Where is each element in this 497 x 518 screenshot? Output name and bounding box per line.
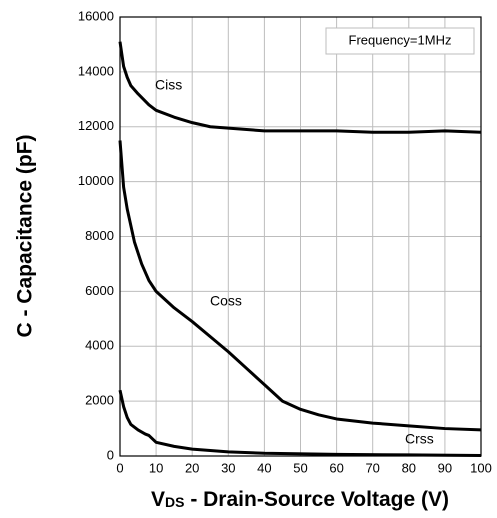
y-tick-label: 12000 bbox=[78, 118, 114, 133]
series-label: Coss bbox=[210, 293, 242, 309]
y-tick-label: 8000 bbox=[85, 228, 114, 243]
series-line bbox=[118, 140, 482, 432]
x-axis-label-part: V bbox=[151, 488, 165, 511]
y-tick-label: 0 bbox=[107, 447, 114, 462]
x-tick-label: 70 bbox=[365, 460, 379, 475]
y-tick-label: 16000 bbox=[78, 8, 114, 23]
x-tick-label: 100 bbox=[470, 460, 492, 475]
x-axis-label-sub: DS bbox=[165, 494, 184, 510]
x-tick-label: 60 bbox=[329, 460, 343, 475]
y-tick-label: 4000 bbox=[85, 338, 114, 353]
x-tick-label: 0 bbox=[116, 460, 123, 475]
plot-frame bbox=[119, 16, 482, 457]
series-label: Crss bbox=[405, 431, 434, 447]
x-tick-label: 40 bbox=[257, 460, 271, 475]
x-tick-label: 50 bbox=[293, 460, 307, 475]
y-tick-label: 10000 bbox=[78, 173, 114, 188]
x-axis-label: VDS - Drain-Source Voltage (V) bbox=[151, 488, 449, 511]
series-line bbox=[118, 389, 482, 457]
x-tick-label: 90 bbox=[438, 460, 452, 475]
y-tick-label: 2000 bbox=[85, 393, 114, 408]
annotation-box bbox=[325, 27, 475, 55]
series-line bbox=[118, 41, 482, 134]
x-tick-label: 80 bbox=[402, 460, 416, 475]
annotation: Frequency=1MHz bbox=[349, 32, 452, 47]
y-tick-label: 6000 bbox=[85, 283, 114, 298]
x-tick-label: 10 bbox=[149, 460, 163, 475]
series-label: Ciss bbox=[155, 77, 182, 93]
y-tick-label: 14000 bbox=[78, 63, 114, 78]
x-tick-label: 30 bbox=[221, 460, 235, 475]
x-tick-label: 20 bbox=[185, 460, 199, 475]
x-axis-label-part: - Drain-Source Voltage (V) bbox=[184, 488, 448, 511]
y-axis-label: C - Capacitance (pF) bbox=[14, 134, 37, 337]
